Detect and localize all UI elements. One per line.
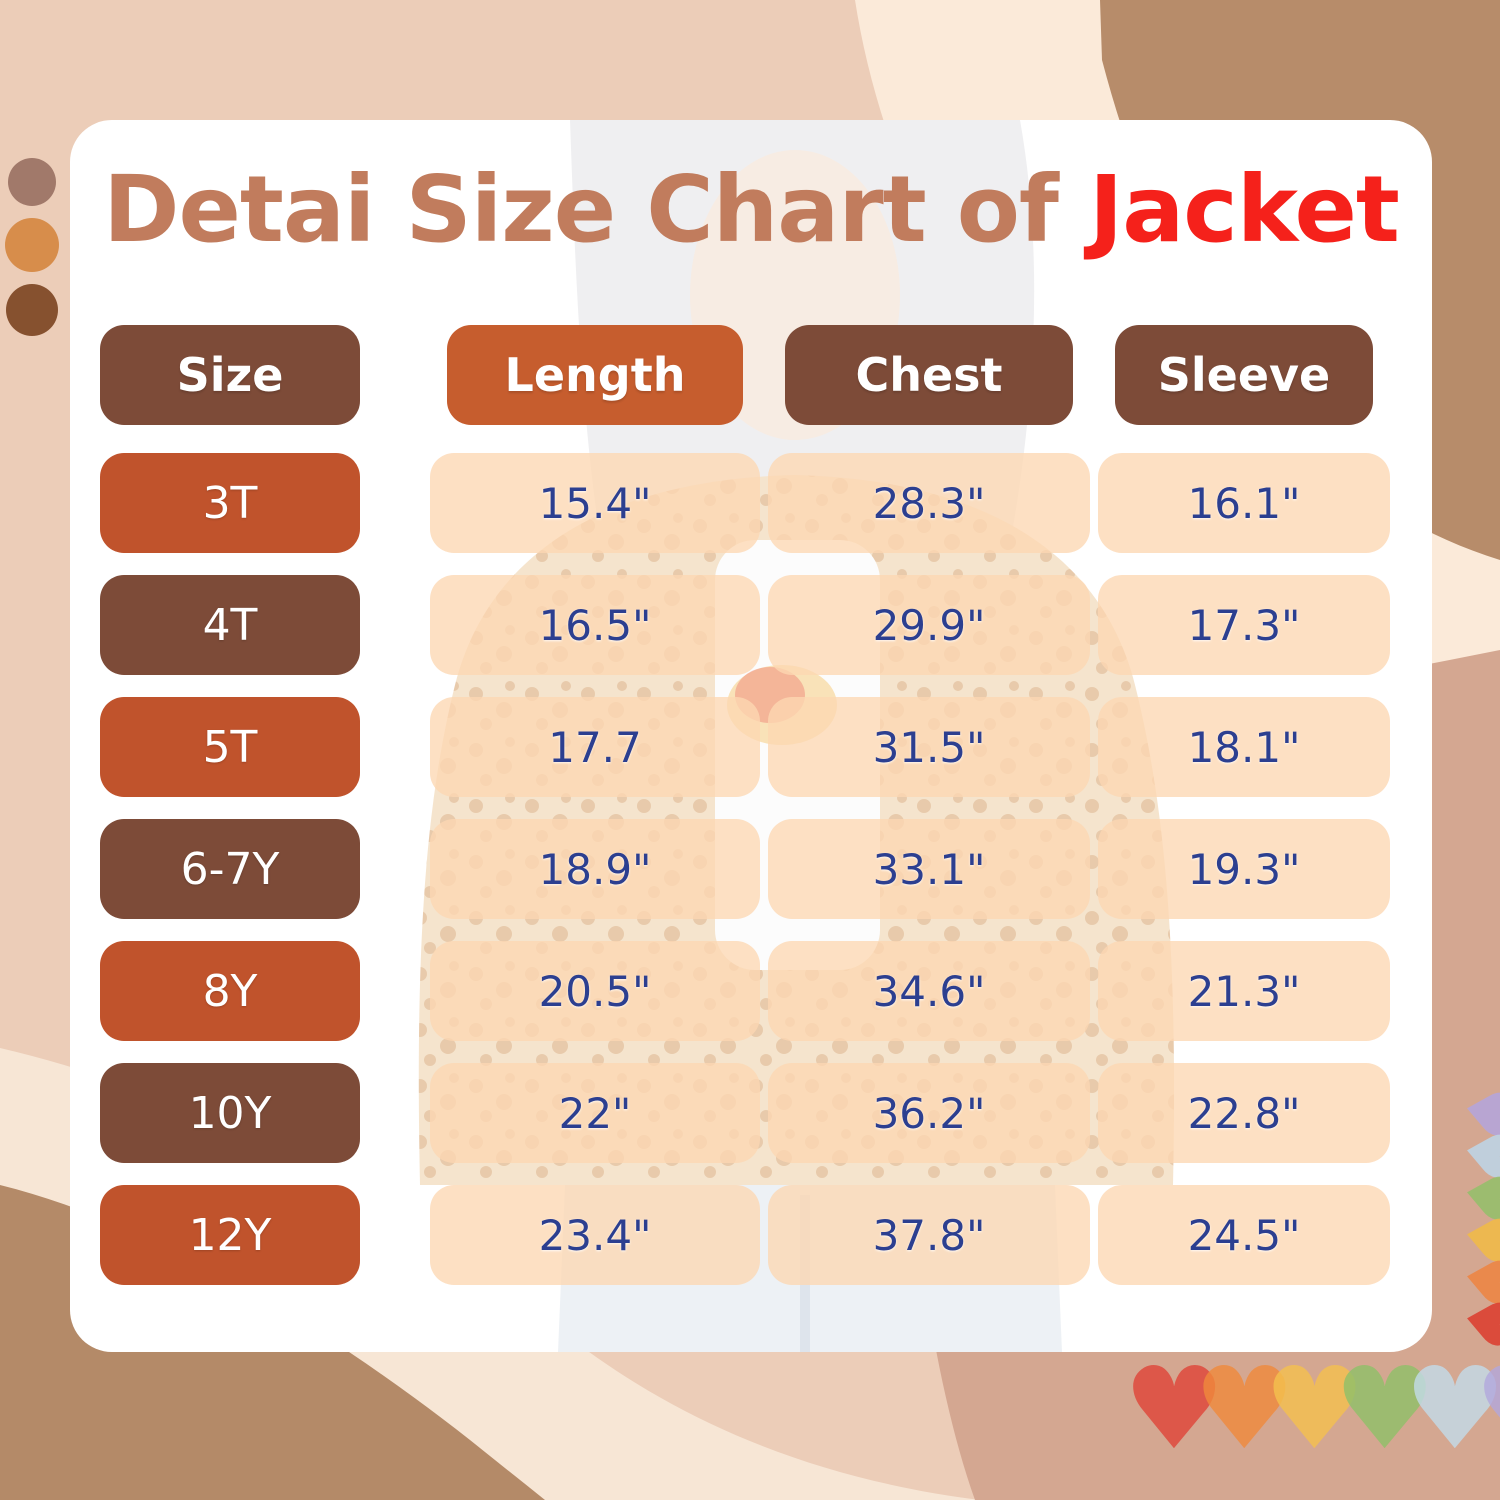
heart-icon: ♥	[1474, 1352, 1500, 1466]
heart-icon: ♥	[1263, 1342, 1366, 1475]
palette-dot-orange	[5, 218, 59, 272]
rainbow-hearts-column: ♥ ♥ ♥ ♥ ♥ ♥	[1448, 1079, 1500, 1354]
table-header-row: Size Length Chest Sleeve	[100, 325, 1390, 425]
size-table: Size Length Chest Sleeve 3T 15.4" 28.3" …	[100, 325, 1390, 1307]
size-label: 12Y	[100, 1185, 360, 1285]
table-row: 4T 16.5" 29.9" 17.3"	[100, 575, 1390, 675]
length-value: 18.9"	[430, 819, 760, 919]
column-header-sleeve: Sleeve	[1115, 325, 1373, 425]
chest-value: 36.2"	[768, 1063, 1090, 1163]
table-row: 6-7Y 18.9" 33.1" 19.3"	[100, 819, 1390, 919]
heart-icon: ♥	[1193, 1342, 1296, 1475]
sleeve-value: 16.1"	[1098, 453, 1390, 553]
rainbow-hearts-row: ♥ ♥ ♥ ♥ ♥ ♥	[1123, 1352, 1500, 1466]
table-row: 8Y 20.5" 34.6" 21.3"	[100, 941, 1390, 1041]
heart-icon: ♥	[1447, 1289, 1500, 1355]
heart-icon: ♥	[1403, 1342, 1500, 1475]
sleeve-value: 19.3"	[1098, 819, 1390, 919]
column-header-length: Length	[447, 325, 743, 425]
page-title: Detai Size Chart of Jacket	[70, 156, 1432, 263]
size-chart-card: Detai Size Chart of Jacket Size Length C…	[70, 120, 1432, 1352]
heart-icon: ♥	[1333, 1342, 1436, 1475]
palette-dot-mauve	[8, 158, 56, 206]
size-label: 5T	[100, 697, 360, 797]
palette-dot-brown	[6, 284, 58, 336]
page-title-accent: Jacket	[1088, 156, 1400, 263]
table-row: 5T 17.7 31.5" 18.1"	[100, 697, 1390, 797]
column-header-size: Size	[100, 325, 360, 425]
length-value: 23.4"	[430, 1185, 760, 1285]
chest-value: 37.8"	[768, 1185, 1090, 1285]
sleeve-value: 24.5"	[1098, 1185, 1390, 1285]
column-header-chest: Chest	[785, 325, 1073, 425]
length-value: 15.4"	[430, 453, 760, 553]
sleeve-value: 21.3"	[1098, 941, 1390, 1041]
size-label: 4T	[100, 575, 360, 675]
heart-icon: ♥	[1123, 1342, 1226, 1475]
length-value: 16.5"	[430, 575, 760, 675]
table-row: 10Y 22" 36.2" 22.8"	[100, 1063, 1390, 1163]
size-label: 6-7Y	[100, 819, 360, 919]
length-value: 20.5"	[430, 941, 760, 1041]
chest-value: 34.6"	[768, 941, 1090, 1041]
size-label: 10Y	[100, 1063, 360, 1163]
length-value: 22"	[430, 1063, 760, 1163]
length-value: 17.7	[430, 697, 760, 797]
chest-value: 31.5"	[768, 697, 1090, 797]
chest-value: 28.3"	[768, 453, 1090, 553]
table-row: 12Y 23.4" 37.8" 24.5"	[100, 1185, 1390, 1285]
chest-value: 29.9"	[768, 575, 1090, 675]
chest-value: 33.1"	[768, 819, 1090, 919]
size-label: 3T	[100, 453, 360, 553]
table-row: 3T 15.4" 28.3" 16.1"	[100, 453, 1390, 553]
page-title-muted: Detai Size Chart of	[103, 156, 1089, 263]
sleeve-value: 22.8"	[1098, 1063, 1390, 1163]
sleeve-value: 18.1"	[1098, 697, 1390, 797]
size-label: 8Y	[100, 941, 360, 1041]
sleeve-value: 17.3"	[1098, 575, 1390, 675]
